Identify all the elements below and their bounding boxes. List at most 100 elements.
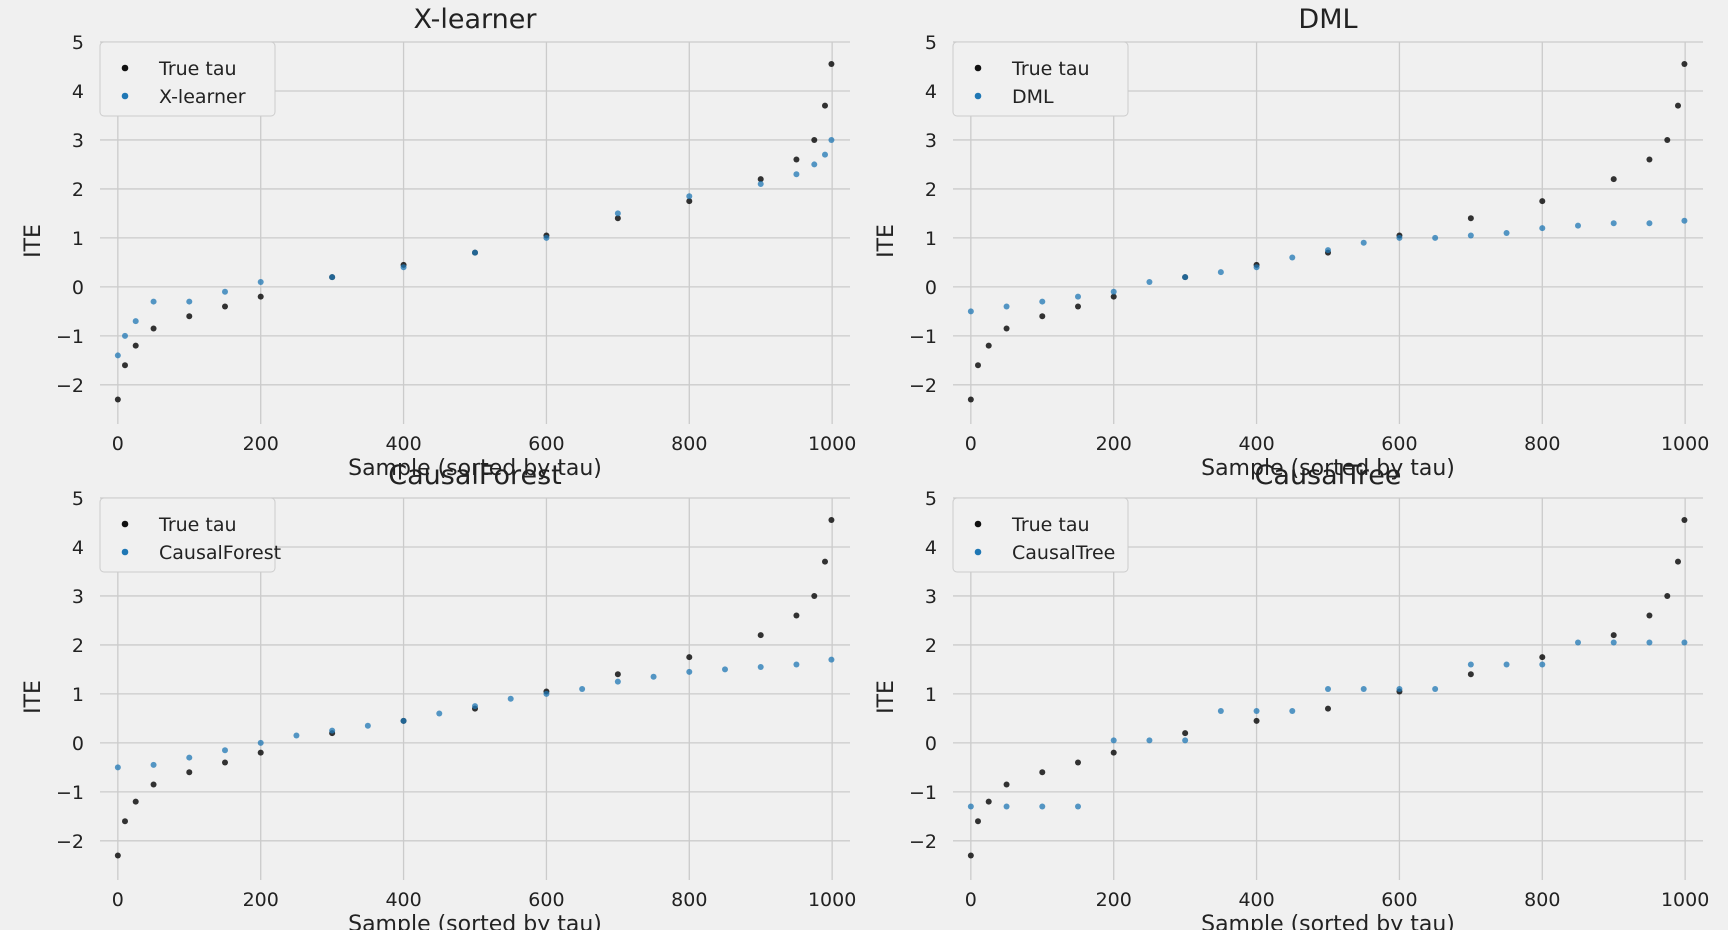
x-tick-label: 800 bbox=[1524, 889, 1560, 911]
y-tick-label: −1 bbox=[909, 782, 937, 804]
data-point bbox=[436, 710, 443, 717]
data-point bbox=[1681, 517, 1688, 524]
data-point bbox=[186, 754, 193, 761]
x-tick-label: 0 bbox=[965, 889, 977, 911]
data-point bbox=[1675, 102, 1681, 109]
data-point bbox=[793, 612, 800, 619]
data-point bbox=[985, 342, 992, 349]
data-point bbox=[967, 852, 974, 859]
y-tick-label: 3 bbox=[925, 586, 937, 608]
data-point bbox=[1003, 303, 1010, 310]
x-tick-label: 400 bbox=[385, 433, 421, 455]
y-tick-label: −2 bbox=[909, 831, 937, 853]
x-tick-labels: 0 200 400 600 800 1000 bbox=[112, 889, 857, 911]
data-point bbox=[1182, 737, 1189, 744]
data-point bbox=[793, 171, 800, 178]
legend-label-estimate: CausalTree bbox=[1012, 542, 1115, 564]
data-point bbox=[1217, 269, 1224, 276]
chart-title: CausalForest bbox=[388, 460, 561, 491]
data-point bbox=[1503, 661, 1510, 668]
legend-marker-true-tau bbox=[121, 64, 129, 72]
y-tick-label: 1 bbox=[925, 684, 937, 706]
data-point bbox=[793, 661, 800, 668]
data-point bbox=[1325, 705, 1331, 712]
data-point bbox=[1182, 274, 1189, 281]
data-point bbox=[257, 278, 264, 285]
data-point bbox=[1253, 264, 1260, 271]
data-point bbox=[686, 198, 693, 205]
data-point bbox=[150, 761, 157, 768]
data-point bbox=[472, 249, 478, 256]
data-point bbox=[1610, 176, 1617, 183]
y-tick-label: 4 bbox=[72, 81, 84, 103]
data-point bbox=[967, 308, 974, 315]
series-x-learner bbox=[114, 136, 835, 359]
x-tick-labels: 0 200 400 600 800 1000 bbox=[965, 433, 1710, 455]
data-point bbox=[122, 362, 128, 369]
y-tick-label: 2 bbox=[72, 635, 84, 657]
data-point bbox=[793, 156, 800, 163]
data-point bbox=[1110, 749, 1117, 756]
y-tick-label: −2 bbox=[56, 375, 84, 397]
data-point bbox=[975, 818, 981, 825]
y-axis-label: ITE bbox=[874, 224, 899, 258]
data-point bbox=[132, 798, 139, 805]
data-point bbox=[122, 332, 128, 339]
data-point bbox=[757, 181, 764, 188]
legend-label-estimate: DML bbox=[1012, 86, 1054, 108]
data-point bbox=[472, 703, 478, 710]
y-tick-label: 1 bbox=[925, 228, 937, 250]
x-tick-label: 800 bbox=[1524, 433, 1560, 455]
data-point bbox=[811, 136, 818, 143]
data-point bbox=[1360, 239, 1367, 246]
y-tick-label: 2 bbox=[72, 179, 84, 201]
legend: True tau CausalForest bbox=[99, 497, 281, 573]
x-tick-label: 400 bbox=[1238, 433, 1274, 455]
y-tick-label: −1 bbox=[56, 326, 84, 348]
data-point bbox=[757, 663, 764, 670]
y-tick-labels: −2 −1 0 1 2 3 4 5 bbox=[56, 488, 84, 853]
data-point bbox=[1003, 781, 1010, 788]
data-point bbox=[1675, 558, 1681, 565]
data-point bbox=[1253, 717, 1260, 724]
y-tick-label: 4 bbox=[72, 537, 84, 559]
data-point bbox=[811, 592, 818, 599]
data-point bbox=[186, 769, 193, 776]
grid bbox=[100, 41, 850, 424]
y-tick-label: 0 bbox=[925, 277, 937, 299]
y-tick-label: −1 bbox=[909, 326, 937, 348]
data-point bbox=[257, 293, 264, 300]
legend-marker-true-tau bbox=[974, 64, 982, 72]
data-point bbox=[686, 193, 693, 200]
y-tick-label: 3 bbox=[925, 130, 937, 152]
y-tick-label: −2 bbox=[56, 831, 84, 853]
data-point bbox=[1432, 234, 1439, 241]
data-point bbox=[507, 695, 514, 702]
data-point bbox=[1646, 220, 1653, 227]
data-point bbox=[293, 732, 300, 739]
y-tick-label: 1 bbox=[72, 228, 84, 250]
series-causaltree bbox=[967, 639, 1688, 810]
x-tick-label: 200 bbox=[243, 433, 279, 455]
data-point bbox=[1146, 737, 1153, 744]
x-axis-label: Sample (sorted by tau) bbox=[348, 912, 602, 930]
data-point bbox=[150, 325, 157, 332]
data-point bbox=[614, 210, 621, 217]
data-point bbox=[329, 727, 336, 734]
data-point bbox=[757, 632, 764, 639]
y-tick-label: 0 bbox=[72, 277, 84, 299]
data-point bbox=[1467, 671, 1474, 678]
y-tick-label: 5 bbox=[72, 488, 84, 510]
data-point bbox=[150, 298, 157, 305]
data-point bbox=[543, 690, 550, 697]
data-point bbox=[1467, 661, 1474, 668]
data-point bbox=[985, 798, 992, 805]
data-point bbox=[828, 61, 835, 68]
data-point bbox=[1539, 225, 1546, 232]
data-point bbox=[1681, 61, 1688, 68]
data-point bbox=[1646, 639, 1653, 646]
data-point bbox=[1039, 298, 1046, 305]
data-point bbox=[114, 852, 121, 859]
data-point bbox=[1325, 686, 1331, 692]
data-point bbox=[1003, 325, 1010, 332]
